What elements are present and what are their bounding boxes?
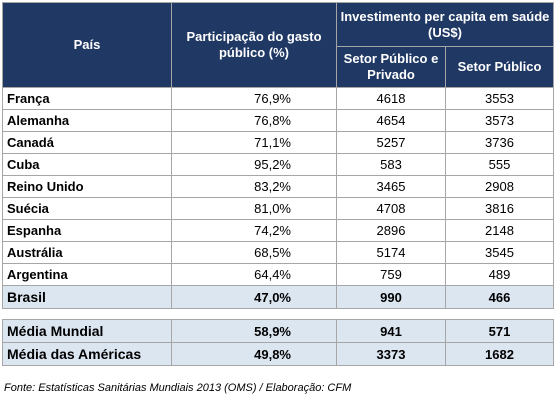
cell-participacao: 83,2% bbox=[171, 175, 337, 198]
cell-publico-privado: 583 bbox=[336, 153, 446, 176]
spacer-cell bbox=[2, 308, 554, 320]
header-setor-publico: Setor Público bbox=[444, 46, 555, 88]
cell-pais: Média das Américas bbox=[2, 342, 172, 366]
cell-pais: Canadá bbox=[2, 131, 172, 154]
cell-publico: 3553 bbox=[444, 87, 555, 110]
cell-participacao: 76,9% bbox=[171, 87, 337, 110]
cell-pais: França bbox=[2, 87, 172, 110]
table-row: Suécia 81,0% 4708 3816 bbox=[2, 197, 555, 220]
cell-publico: 571 bbox=[444, 319, 555, 343]
cell-publico: 2148 bbox=[444, 219, 555, 242]
table-row: Espanha 74,2% 2896 2148 bbox=[2, 219, 555, 242]
cell-participacao: 47,0% bbox=[171, 285, 337, 309]
source-note: Fonte: Estatísticas Sanitárias Mundiais … bbox=[4, 382, 352, 394]
table-row: Canadá 71,1% 5257 3736 bbox=[2, 131, 555, 154]
cell-publico: 3816 bbox=[444, 197, 555, 220]
cell-participacao: 58,9% bbox=[171, 319, 337, 343]
cell-participacao: 71,1% bbox=[171, 131, 337, 154]
cell-publico-privado: 2896 bbox=[336, 219, 446, 242]
cell-pais: Argentina bbox=[2, 263, 172, 286]
cell-publico: 489 bbox=[444, 263, 555, 286]
cell-pais: Reino Unido bbox=[2, 175, 172, 198]
cell-publico: 3573 bbox=[444, 109, 555, 132]
cell-publico: 3545 bbox=[444, 241, 555, 264]
cell-participacao: 81,0% bbox=[171, 197, 337, 220]
subheader-row: Setor Público e Privado Setor Público bbox=[3, 46, 555, 88]
cell-participacao: 95,2% bbox=[171, 153, 337, 176]
cell-publico-privado: 5257 bbox=[336, 131, 446, 154]
header-participacao: Participação do gasto público (%) bbox=[171, 2, 337, 88]
cell-publico-privado: 5174 bbox=[336, 241, 446, 264]
cell-publico-privado: 4654 bbox=[336, 109, 446, 132]
cell-pais: Suécia bbox=[2, 197, 172, 220]
table-row: Reino Unido 83,2% 3465 2908 bbox=[2, 175, 555, 198]
cell-publico-privado: 4618 bbox=[336, 87, 446, 110]
cell-publico: 555 bbox=[444, 153, 555, 176]
cell-pais: Brasil bbox=[2, 285, 172, 309]
header-setor-publico-privado: Setor Público e Privado bbox=[336, 46, 446, 88]
spacer-row bbox=[2, 308, 554, 320]
cell-publico-privado: 990 bbox=[336, 285, 446, 309]
cell-participacao: 74,2% bbox=[171, 219, 337, 242]
cell-participacao: 49,8% bbox=[171, 342, 337, 366]
cell-participacao: 64,4% bbox=[171, 263, 337, 286]
table-row-media-americas: Média das Américas 49,8% 3373 1682 bbox=[2, 342, 555, 366]
cell-pais: Alemanha bbox=[2, 109, 172, 132]
cell-participacao: 68,5% bbox=[171, 241, 337, 264]
table-row: Alemanha 76,8% 4654 3573 bbox=[2, 109, 555, 132]
health-spending-table: País Participação do gasto público (%) I… bbox=[2, 2, 555, 366]
header-row: País Participação do gasto público (%) I… bbox=[2, 2, 555, 88]
cell-participacao: 76,8% bbox=[171, 109, 337, 132]
cell-publico: 466 bbox=[444, 285, 555, 309]
header-pais: País bbox=[2, 2, 172, 88]
cell-pais: Média Mundial bbox=[2, 319, 172, 343]
cell-pais: Austrália bbox=[2, 241, 172, 264]
header-investimento: Investimento per capita em saúde (US$) bbox=[335, 2, 555, 47]
cell-pais: Espanha bbox=[2, 219, 172, 242]
cell-publico: 3736 bbox=[444, 131, 555, 154]
table-row-brasil: Brasil 47,0% 990 466 bbox=[2, 285, 555, 309]
cell-publico-privado: 3465 bbox=[336, 175, 446, 198]
table-row: Cuba 95,2% 583 555 bbox=[2, 153, 555, 176]
table-row: Argentina 64,4% 759 489 bbox=[2, 263, 555, 286]
table-row-media-mundial: Média Mundial 58,9% 941 571 bbox=[2, 319, 555, 343]
cell-publico: 1682 bbox=[444, 342, 555, 366]
cell-pais: Cuba bbox=[2, 153, 172, 176]
cell-publico-privado: 3373 bbox=[336, 342, 446, 366]
cell-publico-privado: 759 bbox=[336, 263, 446, 286]
table-row: França 76,9% 4618 3553 bbox=[2, 87, 555, 110]
cell-publico: 2908 bbox=[444, 175, 555, 198]
cell-publico-privado: 4708 bbox=[336, 197, 446, 220]
table-row: Austrália 68,5% 5174 3545 bbox=[2, 241, 555, 264]
cell-publico-privado: 941 bbox=[336, 319, 446, 343]
